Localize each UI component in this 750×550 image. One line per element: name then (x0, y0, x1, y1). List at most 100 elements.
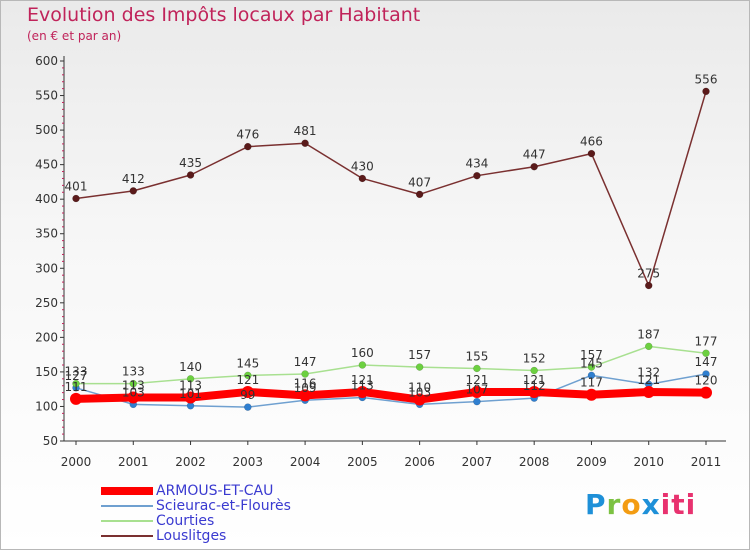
data-label-courties: 187 (637, 327, 660, 341)
data-point-armous-et-cau (356, 385, 369, 398)
y-tick-label: 350 (35, 227, 58, 241)
legend-swatch-louslitges (101, 535, 153, 537)
data-label-louslitges: 407 (408, 175, 431, 189)
data-label-courties: 157 (580, 348, 603, 362)
data-label-courties: 157 (408, 348, 431, 362)
data-label-armous-et-cau: 121 (351, 373, 374, 387)
y-tick-label: 50 (43, 434, 58, 448)
data-label-scieurac-et-floures: 107 (465, 383, 488, 397)
data-point-armous-et-cau (184, 391, 197, 404)
data-point-courties (244, 371, 252, 380)
data-point-armous-et-cau (127, 391, 140, 404)
data-label-louslitges: 430 (351, 159, 374, 173)
data-point-courties (186, 375, 195, 383)
legend-label-louslitges: Louslitges (156, 528, 227, 544)
data-label-scieurac-et-floures: 127 (65, 369, 88, 383)
data-point-louslitges (530, 162, 538, 171)
data-point-louslitges (415, 190, 424, 199)
x-tick-label: 2003 (233, 455, 264, 469)
y-tick-label: 300 (35, 261, 58, 275)
data-label-courties: 155 (465, 349, 488, 363)
data-point-louslitges (473, 171, 481, 180)
legend-swatch-scieurac-et-floures (101, 505, 153, 507)
data-point-courties (530, 366, 538, 375)
data-label-scieurac-et-floures: 132 (637, 365, 660, 379)
y-tick-label: 150 (35, 365, 58, 379)
y-tick-label: 600 (35, 54, 58, 68)
data-label-armous-et-cau: 121 (523, 373, 546, 387)
series-courties (72, 342, 710, 388)
data-label-armous-et-cau: 111 (65, 380, 88, 394)
data-label-scieurac-et-floures: 112 (523, 379, 546, 393)
data-point-courties (415, 363, 424, 371)
data-label-louslitges: 275 (637, 267, 660, 281)
data-point-louslitges (301, 139, 309, 147)
x-tick-label: 2007 (462, 455, 493, 469)
data-point-courties (473, 364, 481, 373)
data-point-louslitges (644, 281, 653, 290)
y-tick-label: 400 (35, 192, 58, 206)
x-tick-label: 2004 (290, 455, 321, 469)
y-tick-label: 500 (35, 123, 58, 137)
legend-label-scieurac-et-floures: Scieurac-et-Flourès (156, 498, 291, 514)
y-tick-label: 550 (35, 89, 58, 103)
data-label-armous-et-cau: 116 (294, 376, 317, 390)
data-point-courties (587, 363, 596, 371)
data-label-louslitges: 401 (65, 179, 88, 193)
data-point-armous-et-cau (528, 385, 541, 398)
data-label-armous-et-cau: 121 (236, 373, 259, 387)
x-tick-label: 2011 (691, 455, 722, 469)
data-point-courties (644, 342, 653, 351)
data-label-scieurac-et-floures: 113 (351, 378, 374, 392)
data-label-armous-et-cau: 113 (122, 378, 145, 392)
data-point-armous-et-cau (700, 386, 712, 399)
data-point-louslitges (72, 194, 80, 203)
x-tick-label: 2000 (61, 455, 92, 469)
data-label-armous-et-cau: 120 (695, 374, 718, 388)
data-label-armous-et-cau: 117 (580, 376, 603, 390)
data-label-louslitges: 466 (580, 135, 603, 149)
data-point-louslitges (244, 142, 252, 151)
data-point-armous-et-cau (299, 389, 312, 402)
x-tick-label: 2001 (118, 455, 149, 469)
data-label-courties: 147 (294, 355, 317, 369)
data-label-scieurac-et-floures: 103 (122, 385, 145, 399)
chart-subtitle: (en € et par an) (27, 29, 122, 43)
data-label-scieurac-et-floures: 99 (240, 388, 255, 402)
series-scieurac-et-floures (72, 370, 710, 411)
legend-swatch-courties (101, 520, 153, 522)
data-point-scieurac-et-floures (244, 403, 252, 411)
data-point-courties (702, 349, 710, 358)
data-point-louslitges (186, 171, 195, 179)
series-line-courties (75, 345, 707, 385)
data-point-courties (358, 361, 367, 369)
series-louslitges (72, 87, 710, 290)
legend-label-armous-et-cau: ARMOUS-ET-CAU (156, 483, 274, 499)
x-tick-label: 2010 (633, 455, 664, 469)
proxiti-logo: Proxiti (585, 488, 697, 521)
legend-label-courties: Courties (156, 513, 215, 529)
x-tick-label: 2006 (404, 455, 435, 469)
series-line-scieurac-et-floures (75, 373, 707, 408)
series-line-armous-et-cau (72, 387, 710, 404)
data-point-armous-et-cau (585, 388, 598, 401)
data-label-courties: 133 (65, 365, 88, 379)
data-label-armous-et-cau: 110 (408, 381, 431, 395)
data-point-louslitges (702, 87, 710, 96)
data-label-louslitges: 435 (179, 156, 202, 170)
data-label-louslitges: 447 (523, 148, 546, 162)
data-point-armous-et-cau (413, 393, 426, 406)
legend-swatch-armous-et-cau (101, 487, 153, 495)
axes: 50 100 150 200 250 300 350 400 450 500 550 600 2000 2… (35, 54, 726, 469)
data-point-courties (72, 379, 80, 388)
data-label-scieurac-et-floures: 109 (294, 381, 317, 395)
series-line-louslitges (75, 90, 707, 287)
data-label-scieurac-et-floures: 103 (408, 385, 431, 399)
x-tick-label: 2005 (347, 455, 378, 469)
data-point-louslitges (587, 149, 596, 158)
data-label-courties: 177 (695, 334, 718, 348)
data-point-scieurac-et-floures (473, 397, 481, 406)
